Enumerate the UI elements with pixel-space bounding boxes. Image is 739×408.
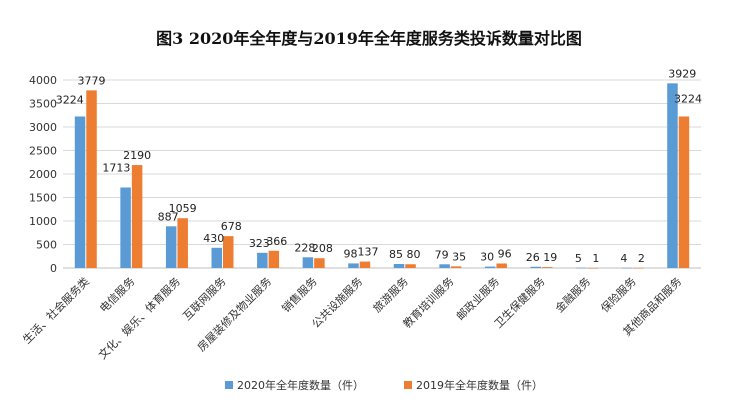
y-tick-label: 1500 bbox=[29, 192, 57, 205]
data-label: 1059 bbox=[169, 202, 197, 215]
bar-2019 bbox=[496, 263, 507, 268]
data-label: 137 bbox=[357, 246, 378, 259]
category-label: 房屋装修及物业服务 bbox=[194, 274, 274, 354]
y-tick-label: 1000 bbox=[29, 215, 57, 228]
legend-swatch-2020 bbox=[225, 381, 233, 389]
y-tick-label: 3000 bbox=[29, 121, 57, 134]
data-label: 3224 bbox=[56, 93, 84, 106]
data-label: 366 bbox=[266, 235, 287, 248]
bar-2020 bbox=[393, 264, 405, 268]
bar-2019 bbox=[268, 250, 280, 268]
data-label: 79 bbox=[435, 248, 449, 261]
data-label: 430 bbox=[203, 232, 224, 245]
category-label: 邮政业服务 bbox=[453, 274, 502, 323]
bar-2019 bbox=[177, 218, 188, 268]
legend: 2020年全年度数量（件） 2019年全年度数量（件） bbox=[225, 378, 543, 392]
bars bbox=[74, 83, 690, 269]
legend-label-2020: 2020年全年度数量（件） bbox=[237, 378, 364, 392]
data-label: 5 bbox=[575, 252, 582, 265]
data-label: 35 bbox=[452, 250, 466, 263]
data-label: 208 bbox=[312, 242, 333, 255]
data-label: 26 bbox=[526, 251, 540, 264]
legend-label-2019: 2019年全年度数量（件） bbox=[416, 378, 543, 392]
bar-2020 bbox=[257, 252, 268, 268]
category-label: 保险服务 bbox=[598, 274, 639, 315]
data-label: 228 bbox=[294, 241, 315, 254]
data-label: 96 bbox=[498, 247, 512, 260]
bar-2020 bbox=[74, 116, 86, 268]
data-label: 1713 bbox=[102, 161, 130, 174]
data-label: 98 bbox=[343, 247, 357, 260]
data-label: 887 bbox=[158, 210, 179, 223]
data-label: 2190 bbox=[123, 149, 151, 162]
bar-2020 bbox=[484, 266, 496, 268]
bar-2020 bbox=[120, 187, 131, 268]
bar-2019 bbox=[405, 264, 416, 268]
category-label: 文化、娱乐、体育服务 bbox=[95, 274, 183, 362]
bar-2020 bbox=[439, 264, 450, 268]
bar-2019 bbox=[450, 266, 462, 268]
category-label: 旅游服务 bbox=[370, 274, 411, 315]
data-label: 19 bbox=[543, 251, 557, 264]
gridlines bbox=[63, 79, 701, 269]
bar-2020 bbox=[621, 267, 633, 269]
legend-swatch-2019 bbox=[404, 381, 412, 389]
bar-2020 bbox=[302, 257, 314, 268]
category-label: 互联网服务 bbox=[181, 275, 229, 323]
category-label: 销售服务 bbox=[279, 274, 320, 315]
category-label: 金融服务 bbox=[552, 274, 593, 315]
category-label: 电信服务 bbox=[97, 275, 137, 315]
bar-2020 bbox=[530, 266, 541, 268]
bar-2019 bbox=[542, 267, 553, 268]
bar-2019 bbox=[131, 165, 143, 268]
data-label: 2 bbox=[638, 252, 645, 265]
y-tick-label: 2000 bbox=[29, 168, 57, 181]
data-label: 80 bbox=[407, 248, 421, 261]
data-label: 4 bbox=[620, 252, 627, 265]
bar-2020 bbox=[165, 226, 177, 268]
y-tick-label: 3500 bbox=[29, 98, 57, 111]
bar-2019 bbox=[587, 267, 599, 269]
data-label: 30 bbox=[480, 251, 494, 264]
y-tick-label: 4000 bbox=[29, 74, 57, 87]
y-tick-label: 0 bbox=[50, 262, 57, 275]
chart-title: 图3 2020年全年度与2019年全年度服务类投诉数量对比图 bbox=[156, 29, 582, 48]
bar-2020 bbox=[348, 263, 359, 268]
bar-2019 bbox=[359, 261, 371, 268]
data-label: 85 bbox=[389, 248, 403, 261]
data-label: 3929 bbox=[668, 67, 696, 80]
y-tick-label: 2500 bbox=[29, 145, 57, 158]
data-label: 3224 bbox=[674, 92, 702, 105]
y-axis-ticks: 0 500 1000 1500 2000 2500 3000 3500 4000 bbox=[29, 74, 57, 275]
bar-2020 bbox=[576, 267, 587, 269]
data-label: 323 bbox=[249, 237, 270, 250]
data-label: 1 bbox=[592, 252, 599, 265]
bar-2020 bbox=[667, 83, 678, 268]
bar-2020 bbox=[211, 247, 222, 268]
bar-2019 bbox=[223, 236, 234, 268]
category-label: 生活、社会服务类 bbox=[20, 274, 92, 346]
bar-2019 bbox=[633, 267, 644, 269]
bar-2019 bbox=[678, 116, 690, 268]
data-label: 678 bbox=[221, 220, 242, 233]
bar-2019 bbox=[86, 90, 97, 269]
y-tick-label: 500 bbox=[36, 239, 57, 252]
data-label: 3779 bbox=[78, 74, 106, 87]
bar-2019 bbox=[314, 258, 325, 268]
